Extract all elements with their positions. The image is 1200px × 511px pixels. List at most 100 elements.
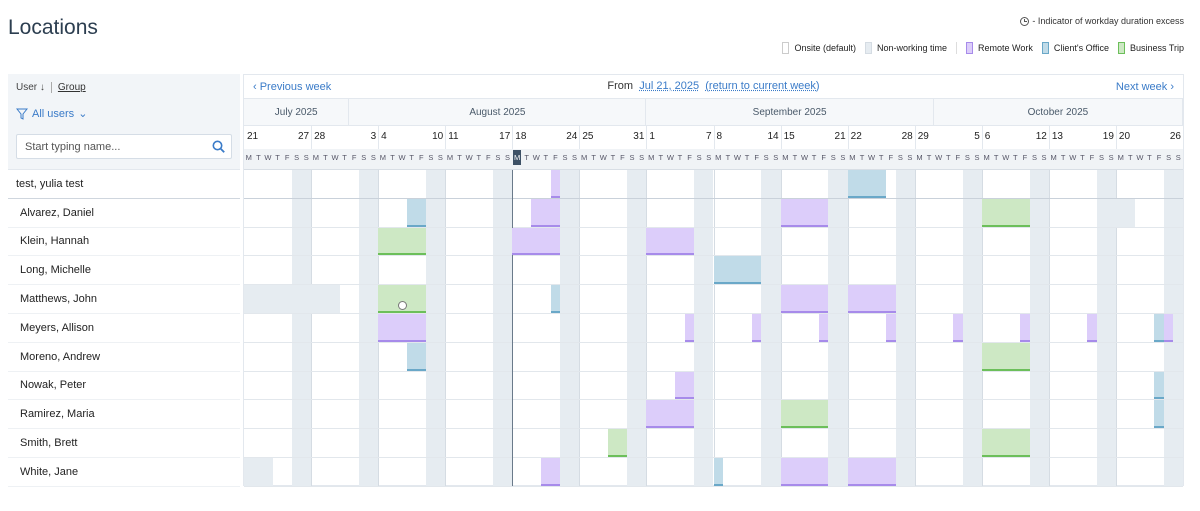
- row-divider: [244, 226, 1183, 228]
- user-row-test[interactable]: test, yulia test: [8, 170, 240, 199]
- group-link[interactable]: Group: [57, 82, 86, 93]
- user-row[interactable]: Nowak, Peter: [8, 372, 240, 401]
- week-navigation: ‹ Previous week Next week › From Jul 21,…: [244, 75, 1183, 99]
- from-label: From: [607, 80, 634, 92]
- user-row[interactable]: Long, Michelle: [8, 256, 240, 286]
- day-letter: F: [955, 153, 961, 162]
- week-end-day: 28: [901, 131, 913, 142]
- user-row[interactable]: Moreno, Andrew: [8, 343, 240, 372]
- business-trip-entry[interactable]: [378, 227, 427, 256]
- day-letter: W: [935, 153, 943, 162]
- business-trip-entry[interactable]: [981, 198, 1030, 227]
- previous-week-link[interactable]: ‹ Previous week: [253, 80, 332, 93]
- user-row[interactable]: Alvarez, Daniel: [8, 199, 240, 228]
- week-start-day: 4: [381, 131, 387, 142]
- user-row[interactable]: Matthews, John: [8, 285, 240, 314]
- day-letter: T: [543, 153, 549, 162]
- remote-work-entry[interactable]: [818, 314, 829, 342]
- week-divider: [311, 126, 313, 149]
- remote-work-entry[interactable]: [646, 400, 695, 429]
- client-office-entry[interactable]: [713, 458, 724, 486]
- remote-work-entry[interactable]: [847, 285, 896, 313]
- week-start-day: 13: [1051, 131, 1063, 142]
- client-office-entry[interactable]: [1154, 371, 1164, 400]
- remote-work-entry[interactable]: [1087, 314, 1097, 342]
- business-trip-entry[interactable]: [981, 342, 1030, 371]
- remote-work-entry[interactable]: [1020, 314, 1030, 342]
- remote-work-entry[interactable]: [675, 371, 695, 400]
- business-trip-entry[interactable]: [608, 429, 628, 457]
- day-letter: T: [409, 153, 414, 162]
- row-divider: [244, 485, 1183, 487]
- remote-work-entry[interactable]: [684, 314, 695, 342]
- remote-work-entry[interactable]: [646, 227, 695, 256]
- remote-work-entry[interactable]: [512, 227, 561, 256]
- client-office-entry[interactable]: [713, 256, 762, 285]
- remote-work-entry[interactable]: [531, 198, 561, 227]
- non-working-block: [244, 285, 340, 314]
- week-divider: [847, 126, 849, 149]
- filter-icon: [16, 108, 28, 120]
- client-office-entry[interactable]: [847, 170, 886, 198]
- day-letter: T: [744, 153, 750, 162]
- remote-work-entry[interactable]: [885, 314, 896, 342]
- week-header: 21 27 28 3 4 10 11 17 18 24 25 31 1 7 8 14 15 21 22 28 29 5 6 1…: [244, 126, 1183, 149]
- day-letter: T: [859, 153, 865, 162]
- user-row[interactable]: Ramirez, Maria: [8, 400, 240, 430]
- legend-item: Onsite (default): [782, 42, 856, 54]
- remote-work-entry[interactable]: [780, 458, 829, 486]
- user-row[interactable]: Meyers, Allison: [8, 314, 240, 343]
- week-start-day: 1: [649, 131, 655, 142]
- week-start-day: 29: [917, 131, 929, 142]
- business-trip-entry[interactable]: [981, 429, 1030, 457]
- week-divider: [1115, 170, 1117, 486]
- remote-work-entry[interactable]: [541, 458, 561, 486]
- user-row[interactable]: Smith, Brett: [8, 429, 240, 458]
- day-letter: W: [532, 153, 540, 162]
- day-letter: M: [312, 153, 319, 162]
- row-divider: [244, 370, 1183, 372]
- non-working-block: [244, 458, 273, 487]
- day-letter: T: [1128, 153, 1133, 162]
- return-current-week-link[interactable]: (return to current week): [705, 80, 820, 92]
- legend-label: Onsite (default): [794, 43, 856, 53]
- client-office-entry[interactable]: [406, 198, 427, 227]
- client-office-entry[interactable]: [550, 285, 561, 313]
- month-header: July 2025 August 2025 September 2025 Octobe…: [244, 99, 1183, 126]
- week-divider: [1048, 126, 1050, 149]
- remote-work-entry[interactable]: [1163, 314, 1174, 342]
- user-list: Alvarez, Daniel Klein, Hannah Long, Michel…: [8, 199, 240, 487]
- client-office-entry[interactable]: [1154, 400, 1164, 429]
- day-letter: S: [572, 153, 578, 162]
- remote-work-entry[interactable]: [780, 285, 829, 313]
- week-end-day: 5: [974, 131, 980, 142]
- search-icon[interactable]: [212, 140, 225, 153]
- clock-icon[interactable]: [397, 301, 407, 310]
- next-week-link[interactable]: Next week ›: [1115, 80, 1174, 93]
- week-divider: [512, 126, 514, 149]
- client-office-entry[interactable]: [1154, 314, 1164, 342]
- weekend-column: [828, 170, 848, 486]
- date-picker-link[interactable]: Jul 21, 2025: [639, 80, 700, 92]
- day-letter: S: [1041, 153, 1047, 162]
- calendar-grid: ‹ Previous week Next week › From Jul 21,…: [243, 74, 1184, 487]
- remote-work-entry[interactable]: [751, 314, 762, 342]
- remote-work-entry[interactable]: [953, 314, 963, 342]
- day-letter: W: [800, 153, 809, 162]
- user-filter[interactable]: All users ⌄: [16, 107, 87, 120]
- remote-work-entry[interactable]: [550, 170, 561, 198]
- indicator-note: - Indicator of workday duration excess: [1020, 16, 1184, 26]
- client-office-entry[interactable]: [406, 342, 427, 371]
- week-divider: [378, 126, 380, 149]
- user-row[interactable]: White, Jane: [8, 458, 240, 487]
- legend-item: Non-working time: [865, 42, 947, 54]
- user-row[interactable]: Klein, Hannah: [8, 228, 240, 257]
- search-input[interactable]: [17, 135, 197, 158]
- remote-work-entry[interactable]: [847, 458, 896, 486]
- business-trip-entry[interactable]: [780, 400, 829, 429]
- day-letter: T: [610, 153, 616, 162]
- sort-by-user[interactable]: User ↓: [16, 82, 45, 93]
- remote-work-entry[interactable]: [780, 198, 829, 227]
- remote-work-entry[interactable]: [378, 314, 427, 342]
- week-divider: [646, 170, 648, 486]
